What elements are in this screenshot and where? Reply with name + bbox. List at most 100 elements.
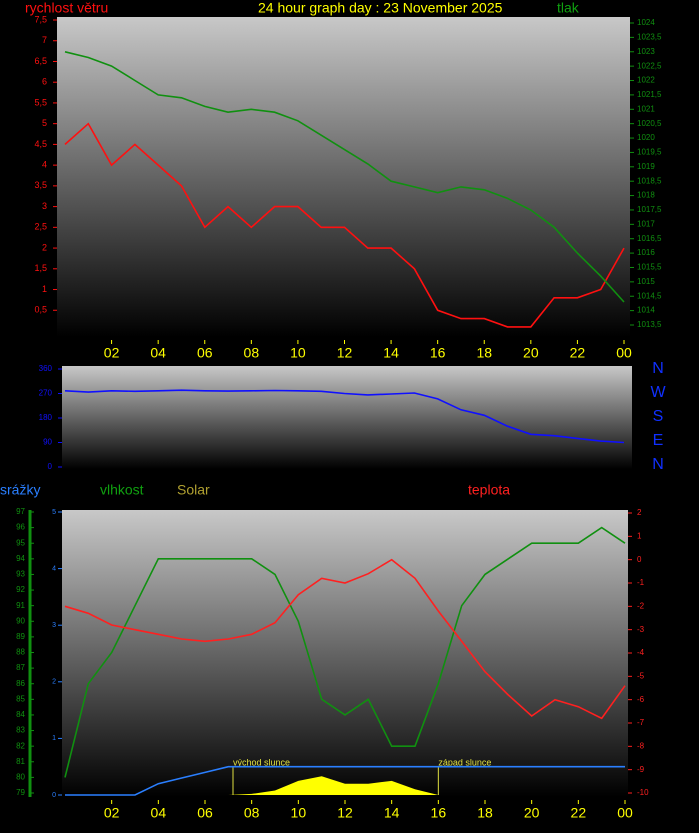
y-tick-label: 3 [52, 622, 56, 629]
legend-humidity: vlhkost [100, 482, 144, 498]
x-tick-label: 02 [104, 345, 120, 361]
y-tick-label: 1016,5 [637, 234, 662, 243]
x-tick-label: 14 [384, 805, 400, 821]
y-tick-label: 0 [48, 462, 53, 471]
y-tick-label: 83 [16, 726, 25, 735]
plot-area [62, 366, 632, 469]
x-tick-label: 04 [150, 345, 166, 361]
compass-label: N [652, 456, 664, 473]
plot-area [57, 17, 630, 337]
y-tick-label: -6 [637, 695, 645, 704]
y-tick-label: 2 [52, 679, 56, 686]
y-tick-label: 5 [52, 509, 56, 516]
y-tick-label: 270 [39, 389, 53, 398]
x-tick-label: 00 [617, 805, 633, 821]
y-tick-label: 1014 [637, 306, 655, 315]
y-tick-label: 4 [52, 565, 56, 572]
y-tick-label: 97 [16, 507, 25, 516]
y-tick-label: 7,5 [34, 14, 47, 24]
y-tick-label: 3,5 [34, 180, 47, 190]
y-tick-label: 5 [42, 118, 47, 128]
y-tick-label: 88 [16, 648, 25, 657]
y-tick-label: 1013,5 [637, 320, 662, 329]
chart-title: 24 hour graph day : 23 November 2025 [258, 0, 503, 16]
y-tick-label: 1017 [637, 219, 655, 228]
y-tick-label: 1021 [637, 104, 655, 113]
y-tick-label: 0,5 [34, 305, 47, 315]
x-tick-label: 18 [476, 345, 492, 361]
x-tick-label: 20 [524, 805, 540, 821]
y-tick-label: 1020,5 [637, 119, 662, 128]
y-tick-label: 82 [16, 741, 25, 750]
y-tick-label: 5,5 [34, 97, 47, 107]
y-tick-label: 1 [42, 284, 47, 294]
y-tick-label: 86 [16, 679, 25, 688]
y-tick-label: -9 [637, 765, 645, 774]
x-tick-label: 12 [337, 805, 353, 821]
y-tick-label: 4,5 [34, 139, 47, 149]
y-tick-label: 1022 [637, 76, 655, 85]
series-line [64, 558, 626, 720]
y-tick-label: 85 [16, 694, 25, 703]
y-tick-label: 92 [16, 585, 25, 594]
plot-area [62, 510, 628, 797]
y-tick-label: 1015 [637, 277, 655, 286]
compass-label: S [653, 408, 664, 425]
x-tick-label: 18 [477, 805, 493, 821]
annotation: východ slunce [233, 757, 290, 767]
y-tick-label: 1018 [637, 191, 655, 200]
y-tick-label: 1023 [637, 47, 655, 56]
x-tick-label: 12 [337, 345, 353, 361]
y-tick-label: 90 [16, 616, 25, 625]
y-tick-label: 81 [16, 757, 25, 766]
y-tick-label: -8 [637, 741, 645, 750]
y-tick-label: 80 [16, 772, 25, 781]
compass-label: N [652, 360, 664, 377]
y-tick-label: 1015,5 [637, 263, 662, 272]
y-tick-label: 91 [16, 601, 25, 610]
y-tick-label: 95 [16, 538, 25, 547]
y-tick-label: 1019,5 [637, 148, 662, 157]
solar-area [65, 776, 625, 795]
y-tick-label: 1017,5 [637, 205, 662, 214]
y-tick-label: 1022,5 [637, 61, 662, 70]
x-tick-label: 10 [290, 345, 306, 361]
y-tick-label: 1018,5 [637, 176, 662, 185]
x-tick-label: 04 [151, 805, 167, 821]
y-tick-label: 1016 [637, 248, 655, 257]
x-tick-label: 06 [197, 345, 213, 361]
y-tick-label: 1023,5 [637, 32, 662, 41]
x-tick-label: 08 [244, 345, 260, 361]
x-tick-label: 08 [244, 805, 260, 821]
y-tick-label: 89 [16, 632, 25, 641]
y-tick-label: 2 [637, 508, 642, 517]
legend-temperature: teplota [468, 482, 510, 498]
y-tick-label: 0 [52, 792, 56, 799]
y-tick-label: -7 [637, 718, 645, 727]
y-tick-label: 2 [42, 242, 47, 252]
y-tick-label: 7 [42, 35, 47, 45]
x-tick-label: 16 [431, 805, 447, 821]
x-tick-label: 00 [616, 345, 632, 361]
series-line [64, 51, 625, 303]
compass-label: W [650, 384, 666, 401]
y-tick-label: -10 [637, 788, 649, 797]
series-line [64, 122, 625, 328]
y-tick-label: 1014,5 [637, 291, 662, 300]
y-tick-label: 1024 [637, 18, 655, 27]
y-tick-label: -1 [637, 578, 645, 587]
legend-solar: Solar [177, 482, 210, 498]
y-tick-label: 87 [16, 663, 25, 672]
x-tick-label: 06 [197, 805, 213, 821]
x-tick-label: 16 [430, 345, 446, 361]
x-tick-label: 02 [104, 805, 120, 821]
y-tick-label: 1021,5 [637, 90, 662, 99]
x-tick-label: 20 [523, 345, 539, 361]
y-tick-label: -3 [637, 625, 645, 634]
y-tick-label: -4 [637, 648, 645, 657]
y-tick-label: 180 [39, 413, 53, 422]
y-tick-label: 93 [16, 570, 25, 579]
x-tick-label: 10 [291, 805, 307, 821]
